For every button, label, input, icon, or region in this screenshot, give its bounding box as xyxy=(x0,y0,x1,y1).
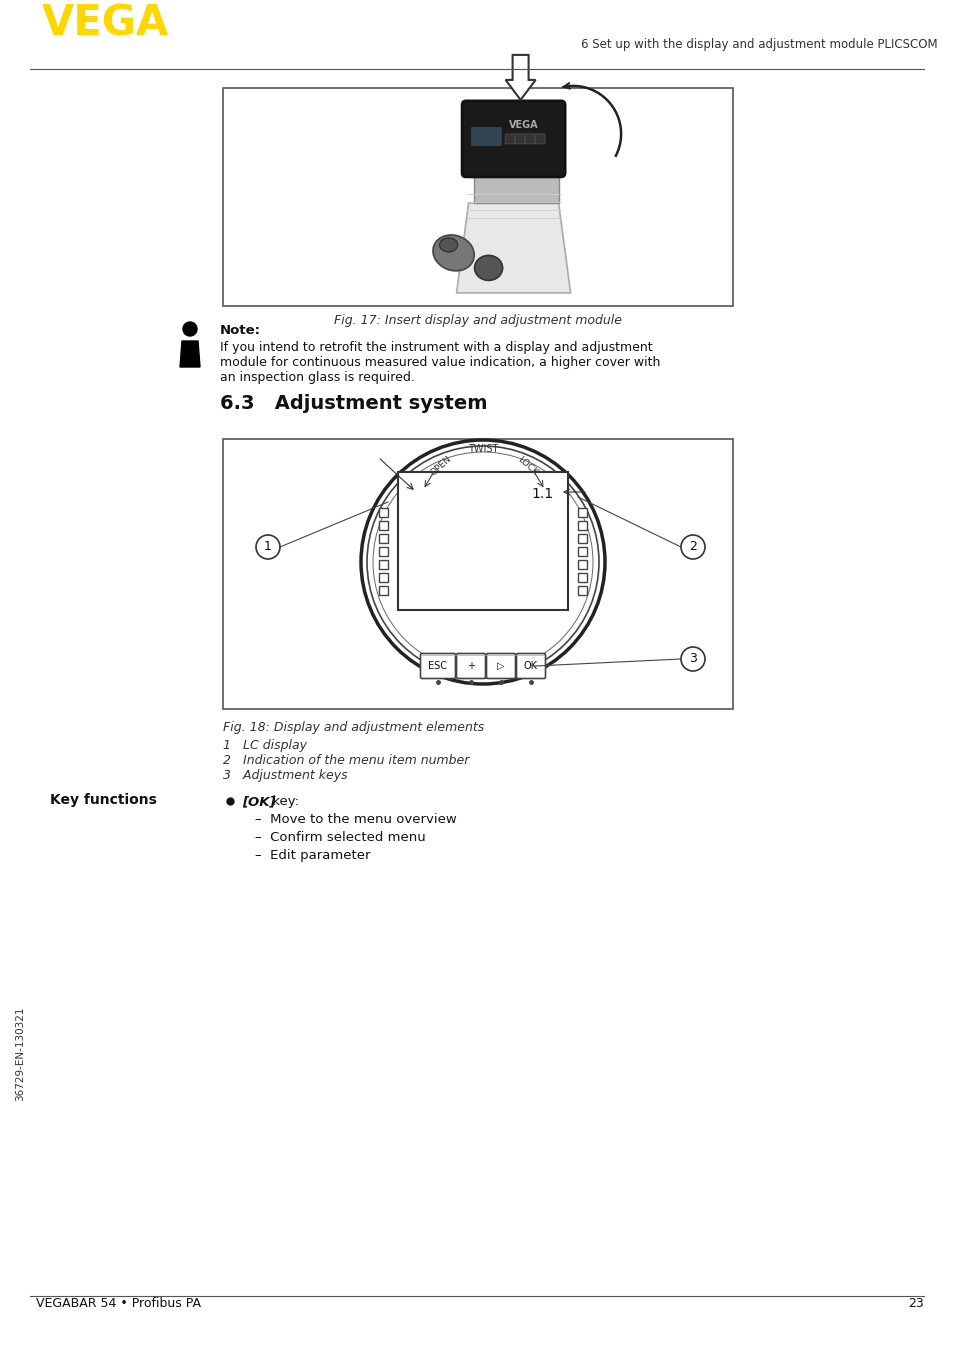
Text: 1.1: 1.1 xyxy=(532,487,554,501)
Bar xyxy=(578,521,586,529)
Text: VEGA: VEGA xyxy=(42,1,169,43)
Text: 23: 23 xyxy=(907,1297,923,1311)
Text: an inspection glass is required.: an inspection glass is required. xyxy=(220,371,415,385)
Text: ▷: ▷ xyxy=(497,661,504,672)
FancyBboxPatch shape xyxy=(515,134,524,144)
Text: –  Edit parameter: – Edit parameter xyxy=(254,849,370,862)
FancyBboxPatch shape xyxy=(516,654,545,678)
Bar xyxy=(397,473,567,611)
FancyBboxPatch shape xyxy=(504,134,515,144)
Ellipse shape xyxy=(439,238,457,252)
Text: OPEN: OPEN xyxy=(428,455,453,478)
Text: 1: 1 xyxy=(264,540,272,554)
Bar xyxy=(578,586,586,594)
Bar xyxy=(223,88,732,306)
Text: 6.3   Adjustment system: 6.3 Adjustment system xyxy=(220,394,487,413)
Bar xyxy=(578,508,586,517)
Bar xyxy=(378,547,388,556)
Bar xyxy=(378,586,388,594)
Bar xyxy=(378,533,388,543)
Bar xyxy=(578,533,586,543)
Text: 1   LC display: 1 LC display xyxy=(223,739,307,751)
Bar xyxy=(378,508,388,517)
Text: Note:: Note: xyxy=(220,324,261,337)
Text: LOCK: LOCK xyxy=(516,455,539,478)
FancyBboxPatch shape xyxy=(524,134,535,144)
Text: 2   Indication of the menu item number: 2 Indication of the menu item number xyxy=(223,754,469,766)
Polygon shape xyxy=(180,341,200,367)
Bar xyxy=(378,521,388,529)
Text: 3   Adjustment keys: 3 Adjustment keys xyxy=(223,769,347,783)
FancyBboxPatch shape xyxy=(456,654,485,678)
Ellipse shape xyxy=(474,256,502,280)
Text: OK: OK xyxy=(523,661,537,672)
Text: 3: 3 xyxy=(688,653,697,666)
FancyArrow shape xyxy=(505,56,535,100)
Text: VEGABAR 54 • Profibus PA: VEGABAR 54 • Profibus PA xyxy=(36,1297,201,1311)
Text: key:: key: xyxy=(268,795,298,808)
FancyBboxPatch shape xyxy=(486,654,515,678)
Text: module for continuous measured value indication, a higher cover with: module for continuous measured value ind… xyxy=(220,356,659,370)
Bar xyxy=(578,561,586,569)
Bar xyxy=(223,439,732,709)
Text: If you intend to retrofit the instrument with a display and adjustment: If you intend to retrofit the instrument… xyxy=(220,341,652,353)
FancyBboxPatch shape xyxy=(420,654,455,678)
Bar xyxy=(578,573,586,582)
Text: Fig. 18: Display and adjustment elements: Fig. 18: Display and adjustment elements xyxy=(223,720,484,734)
Bar xyxy=(378,561,388,569)
Bar xyxy=(378,573,388,582)
Bar xyxy=(578,547,586,556)
Ellipse shape xyxy=(433,236,474,271)
Text: VEGA: VEGA xyxy=(508,121,537,130)
Text: Key functions: Key functions xyxy=(50,793,156,807)
FancyBboxPatch shape xyxy=(535,134,544,144)
Circle shape xyxy=(183,322,196,336)
Text: ESC: ESC xyxy=(428,661,447,672)
FancyBboxPatch shape xyxy=(461,102,564,177)
Text: +: + xyxy=(467,661,475,672)
Text: [OK]: [OK] xyxy=(242,795,275,808)
FancyBboxPatch shape xyxy=(473,173,558,203)
Text: 2: 2 xyxy=(688,540,697,554)
Text: Fig. 17: Insert display and adjustment module: Fig. 17: Insert display and adjustment m… xyxy=(334,314,621,328)
Text: –  Confirm selected menu: – Confirm selected menu xyxy=(254,831,425,844)
Polygon shape xyxy=(456,203,570,292)
Text: TWIST: TWIST xyxy=(467,444,497,454)
Text: –  Move to the menu overview: – Move to the menu overview xyxy=(254,812,456,826)
Bar xyxy=(471,127,500,145)
Text: 36729-EN-130321: 36729-EN-130321 xyxy=(15,1007,25,1101)
Text: 6 Set up with the display and adjustment module PLICSCOM: 6 Set up with the display and adjustment… xyxy=(580,38,937,51)
